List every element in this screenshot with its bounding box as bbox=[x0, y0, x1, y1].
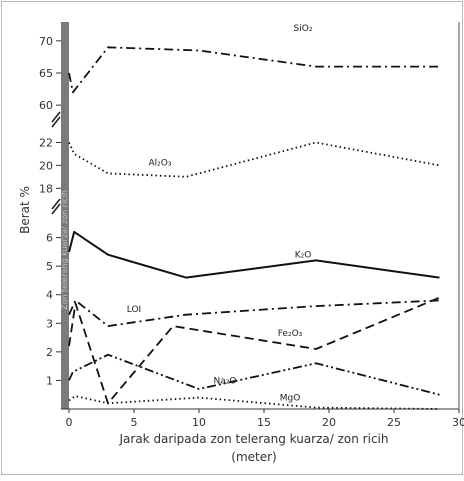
x-axis-unit: (meter) bbox=[231, 450, 276, 464]
y-tick-label: 18 bbox=[39, 182, 53, 195]
series-label: MgO bbox=[280, 393, 301, 403]
x-tick-label: 15 bbox=[257, 416, 271, 429]
series-label: Na₂O bbox=[214, 376, 237, 386]
y-tick-label: 2 bbox=[46, 346, 53, 359]
zone-label: Zon telerang kuarza/ zon ricih bbox=[60, 190, 69, 310]
y-tick-label: 60 bbox=[39, 99, 53, 112]
y-tick-label: 6 bbox=[46, 232, 53, 245]
series-label: Al₂O₃ bbox=[149, 158, 172, 168]
series-label: LOI bbox=[127, 305, 141, 315]
series-label: K₂O bbox=[295, 251, 312, 261]
x-tick-label: 5 bbox=[131, 416, 138, 429]
series-label: Fe₂O₃ bbox=[278, 329, 303, 339]
x-tick-label: 30 bbox=[452, 416, 464, 429]
x-tick-label: 10 bbox=[192, 416, 206, 429]
y-tick-label: 20 bbox=[39, 159, 53, 172]
y-tick-label: 4 bbox=[46, 289, 53, 302]
y-tick-label: 22 bbox=[39, 136, 53, 149]
x-tick-label: 20 bbox=[322, 416, 336, 429]
y-tick-label: 1 bbox=[46, 374, 53, 387]
outer-border bbox=[2, 2, 463, 475]
y-tick-label: 3 bbox=[46, 317, 53, 330]
x-tick-label: 25 bbox=[387, 416, 401, 429]
series-label: SiO₂ bbox=[294, 24, 313, 34]
y-tick-label: 65 bbox=[39, 67, 53, 80]
y-tick-label: 5 bbox=[46, 260, 53, 273]
x-tick-label: 0 bbox=[66, 416, 73, 429]
y-axis-title: Berat % bbox=[18, 186, 32, 234]
x-axis-title: Jarak daripada zon telerang kuarza/ zon … bbox=[119, 432, 389, 446]
y-tick-label: 70 bbox=[39, 35, 53, 48]
